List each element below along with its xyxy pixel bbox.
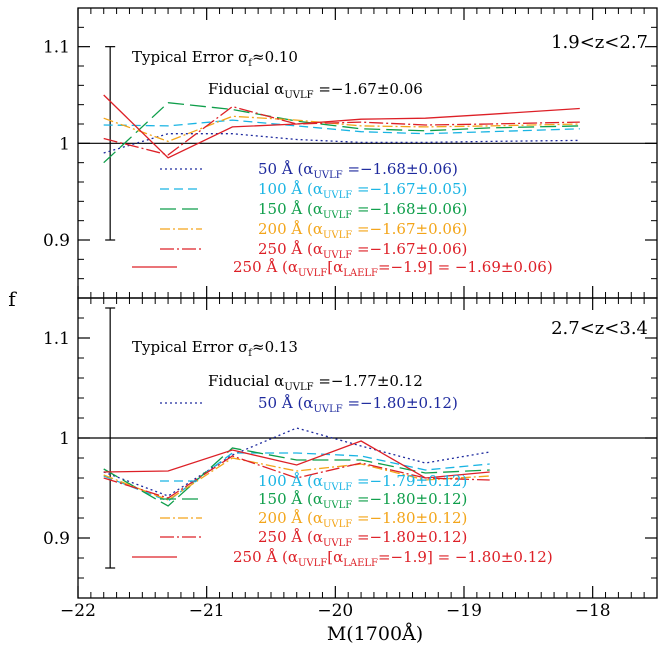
x-tick-label: −20 <box>317 601 353 621</box>
legend-entry: 150 Å (αUVLF =−1.68±0.06) <box>258 200 467 221</box>
panel-label: 1.9<z<2.7 <box>551 32 648 53</box>
y-tick-label: 1 <box>59 429 70 449</box>
typical-error-text: Typical Error σf≈0.13 <box>132 338 298 359</box>
series-line-2 <box>103 119 580 135</box>
legend-entry: 150 Å (αUVLF =−1.80±0.12) <box>258 490 467 511</box>
legend-entry: 250 Å (αUVLF =−1.80±0.12) <box>258 528 467 549</box>
axis-ticks <box>77 7 658 599</box>
legend-entry: 250 Å (αUVLF =−1.67±0.06) <box>258 240 467 261</box>
fiducial-text: Fiducial αUVLF =−1.67±0.06 <box>208 80 423 101</box>
series-line-5 <box>103 105 580 156</box>
x-tick-label: −21 <box>189 601 225 621</box>
y-tick-label: 1.1 <box>43 38 70 58</box>
x-tick-label: −19 <box>446 601 482 621</box>
error-bars <box>105 46 116 569</box>
panel-2-frame <box>77 297 658 599</box>
series-line-3 <box>103 102 580 164</box>
legend-entry: 250 Å (αUVLF[αLAELF=−1.9] = −1.69±0.06) <box>233 258 553 279</box>
series-lines <box>103 94 580 507</box>
typical-error-text: Typical Error σf≈0.10 <box>132 48 298 69</box>
panel-label: 2.7<z<3.4 <box>551 318 648 339</box>
series-line-2 <box>103 452 490 502</box>
legend-entry: 50 Å (αUVLF =−1.68±0.06) <box>258 160 458 181</box>
plot-frames <box>77 7 658 599</box>
y-tick-label: 0.9 <box>43 529 70 549</box>
y-tick-label: 1.1 <box>43 329 70 349</box>
legend-entry: 200 Å (αUVLF =−1.67±0.06) <box>258 220 467 241</box>
legend-entry: 100 Å (αUVLF =−1.79±0.12) <box>258 472 467 493</box>
legend-entry: 50 Å (αUVLF =−1.80±0.12) <box>258 394 458 415</box>
series-line-6 <box>103 440 490 479</box>
legend-entry: 200 Å (αUVLF =−1.80±0.12) <box>258 509 467 530</box>
reference-lines <box>78 142 657 439</box>
annotations: 0.911.150 Å (αUVLF =−1.68±0.06)100 Å (αU… <box>43 32 648 621</box>
series-line-5 <box>103 455 490 499</box>
y-tick-label: 0.9 <box>43 231 70 251</box>
y-axis-label: f <box>8 287 17 311</box>
x-axis-label: M(1700Å) <box>327 623 423 645</box>
legend-entry: 100 Å (αUVLF =−1.67±0.05) <box>258 180 467 201</box>
x-tick-label: −18 <box>575 601 611 621</box>
series-line-3 <box>103 447 490 507</box>
legend-entry: 250 Å (αUVLF[αLAELF=−1.9] = −1.80±0.12) <box>233 548 553 569</box>
fiducial-text: Fiducial αUVLF =−1.77±0.12 <box>208 372 423 393</box>
y-tick-label: 1 <box>59 134 70 154</box>
x-tick-label: −22 <box>60 601 96 621</box>
series-line-6 <box>103 94 580 159</box>
series-line-4 <box>103 457 490 501</box>
